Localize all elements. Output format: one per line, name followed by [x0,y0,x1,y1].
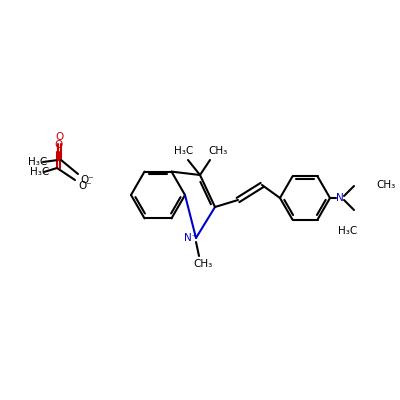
Text: CH₃: CH₃ [208,146,228,156]
Text: H₃C: H₃C [174,146,194,156]
Text: CH₃: CH₃ [193,259,213,269]
Text: H₃C: H₃C [28,157,47,167]
Text: N: N [336,193,344,203]
Text: O⁻: O⁻ [80,175,94,185]
Text: O: O [54,140,63,150]
Text: H₃C: H₃C [30,167,49,177]
Text: N⁺: N⁺ [184,233,198,243]
Text: H₃C: H₃C [338,226,358,236]
Text: O: O [55,132,64,142]
Text: CH₃: CH₃ [376,180,395,190]
Text: O⁻: O⁻ [78,181,92,191]
